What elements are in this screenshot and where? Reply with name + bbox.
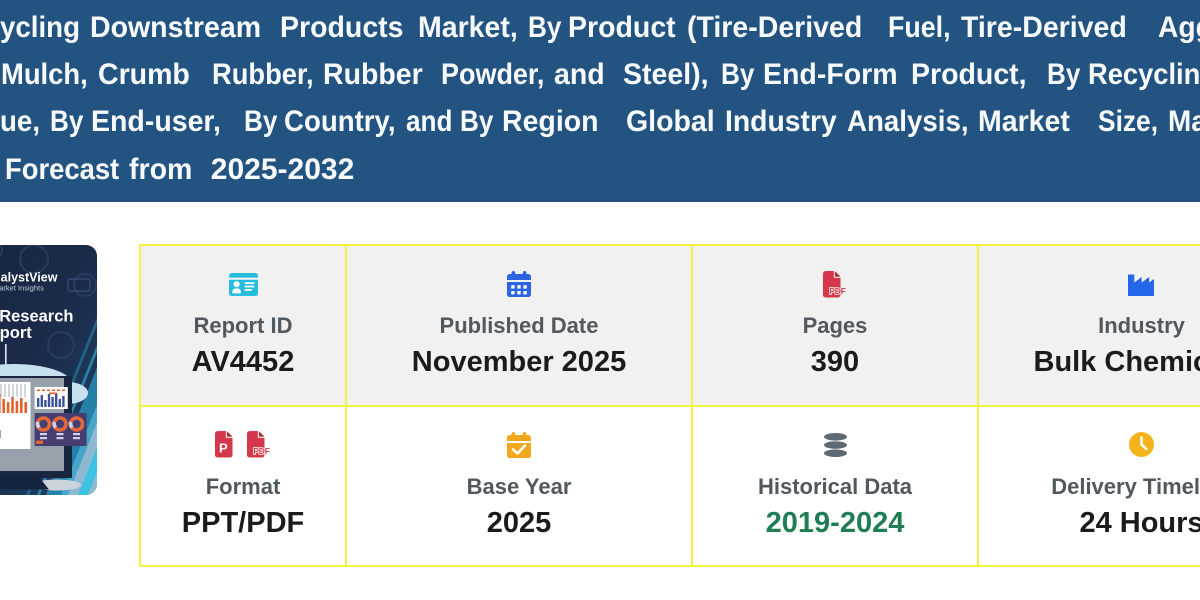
svg-text:AnalystView: AnalystView bbox=[0, 271, 58, 285]
svg-text:Market Insights: Market Insights bbox=[0, 284, 44, 293]
svg-text:PDF: PDF bbox=[829, 285, 846, 295]
svg-text:P: P bbox=[219, 441, 228, 456]
svg-text:PDF: PDF bbox=[253, 446, 270, 456]
svg-text:Report: Report bbox=[0, 324, 32, 342]
svg-text:Research: Research bbox=[0, 308, 74, 326]
